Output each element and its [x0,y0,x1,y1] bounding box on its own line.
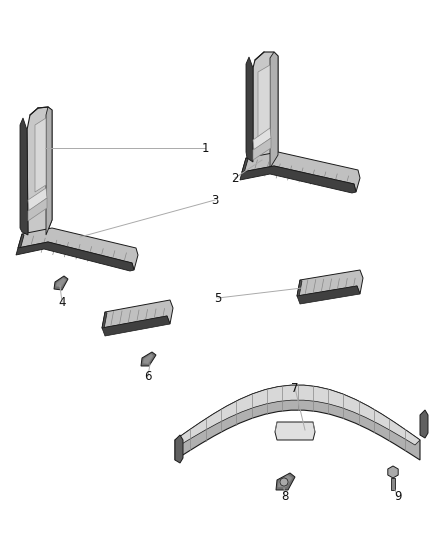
Polygon shape [102,300,173,328]
Circle shape [280,478,288,486]
Text: 4: 4 [58,295,66,309]
Polygon shape [242,158,248,173]
Polygon shape [35,118,46,192]
Polygon shape [18,234,24,250]
Polygon shape [420,410,428,438]
Polygon shape [270,52,278,168]
Polygon shape [175,435,183,463]
Polygon shape [18,228,138,270]
Polygon shape [16,242,134,271]
Polygon shape [246,57,253,162]
Polygon shape [391,478,395,490]
Polygon shape [46,107,52,235]
Polygon shape [56,278,66,287]
Polygon shape [175,385,420,460]
Polygon shape [253,128,271,150]
Polygon shape [143,354,153,364]
Polygon shape [28,188,47,211]
Polygon shape [28,198,47,221]
Polygon shape [297,286,360,304]
Polygon shape [102,316,170,336]
Polygon shape [258,65,270,137]
Polygon shape [278,475,292,487]
Polygon shape [388,466,398,478]
Text: 9: 9 [394,490,402,504]
Text: 1: 1 [201,141,209,155]
Text: 3: 3 [211,193,219,206]
Text: 8: 8 [281,490,289,504]
Polygon shape [240,166,356,193]
Polygon shape [275,422,315,440]
Text: 5: 5 [214,292,222,304]
Polygon shape [297,280,302,297]
Polygon shape [253,138,271,160]
Polygon shape [102,312,107,329]
Polygon shape [253,52,278,168]
Polygon shape [27,107,52,238]
Polygon shape [297,270,363,296]
Polygon shape [141,352,156,366]
Text: 2: 2 [231,172,239,184]
Polygon shape [175,385,420,445]
Text: 6: 6 [144,369,152,383]
Text: 7: 7 [291,382,299,394]
Polygon shape [20,118,28,235]
Polygon shape [276,473,295,490]
Polygon shape [242,152,360,192]
Polygon shape [54,276,68,290]
